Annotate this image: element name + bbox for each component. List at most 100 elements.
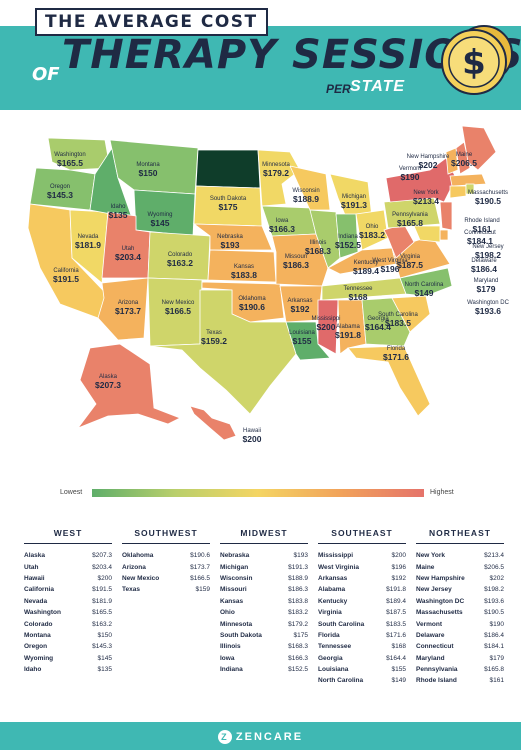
table-row: Tennessee $168 bbox=[318, 641, 406, 652]
map-label-state: Rhode Island bbox=[464, 218, 500, 224]
washington-shape bbox=[47, 137, 111, 171]
row-state: Louisiana bbox=[318, 666, 349, 674]
vermont-shape bbox=[445, 147, 459, 175]
map-label: Missouri $186.3 bbox=[283, 254, 309, 271]
wisconsin-shape bbox=[289, 165, 331, 211]
row-value: $213.4 bbox=[484, 552, 504, 560]
row-value: $191.3 bbox=[288, 563, 308, 571]
row-state: Texas bbox=[122, 586, 140, 594]
map-label-value: $135 bbox=[108, 209, 128, 220]
region-table: NORTHEAST New York $213.4 Maine $206.5 New Ha… bbox=[416, 528, 504, 687]
map-label: Idaho $135 bbox=[109, 204, 128, 221]
map-label-value: $188.9 bbox=[293, 193, 319, 204]
map-label-state: Ohio bbox=[365, 224, 379, 230]
map-label-value: $161 bbox=[472, 223, 492, 234]
map-label-value: $192 bbox=[290, 303, 310, 314]
map-label: Georgia $164.4 bbox=[365, 316, 391, 333]
coin-symbol: $ bbox=[462, 43, 486, 83]
row-state: Wisconsin bbox=[220, 574, 253, 582]
row-value: $189.4 bbox=[386, 597, 406, 605]
row-state: Kansas bbox=[220, 597, 244, 605]
row-state: New York bbox=[416, 552, 446, 560]
south-carolina-shape bbox=[391, 295, 431, 333]
table-row: Wisconsin $188.9 bbox=[220, 573, 308, 584]
table-row: Kentucky $189.4 bbox=[318, 596, 406, 607]
row-value: $173.7 bbox=[190, 563, 210, 571]
map-label: New Jersey $198.2 bbox=[472, 244, 503, 261]
row-state: New Mexico bbox=[122, 574, 160, 582]
table-row: Hawaii $200 bbox=[24, 573, 112, 584]
row-value: $190.6 bbox=[190, 552, 210, 560]
map-label-value: $193.6 bbox=[474, 305, 501, 316]
map-label-state: Washington DC bbox=[467, 300, 509, 306]
map-label-value: $149 bbox=[414, 287, 434, 298]
map-label-state: Arkansas bbox=[287, 298, 313, 304]
row-state: Maine bbox=[416, 563, 435, 571]
table-row: Maine $206.5 bbox=[416, 561, 504, 572]
map-label: Maryland $179 bbox=[474, 278, 499, 295]
map-label: Washington DC $193.6 bbox=[467, 300, 509, 317]
map-label: Kansas $183.8 bbox=[231, 264, 257, 281]
table-row: New York $213.4 bbox=[416, 550, 504, 561]
map-label-state: Idaho bbox=[110, 204, 126, 210]
row-value: $145 bbox=[97, 654, 112, 662]
new-hampshire-shape bbox=[455, 141, 471, 175]
row-state: Georgia bbox=[318, 654, 343, 662]
map-label-state: Vermont bbox=[398, 166, 422, 172]
illinois-shape bbox=[309, 209, 341, 269]
row-state: Rhode Island bbox=[416, 677, 457, 685]
map-label-state: Connecticut bbox=[464, 230, 496, 236]
map-label-value: $183.8 bbox=[231, 269, 257, 280]
map-label-state: Virginia bbox=[400, 254, 420, 260]
row-state: Minnesota bbox=[220, 620, 253, 628]
region-title: SOUTHWEST bbox=[122, 528, 210, 544]
map-label-state: West Virginia bbox=[372, 258, 408, 264]
map-label-state: Wisconsin bbox=[292, 188, 320, 194]
table-row: Alaska $207.3 bbox=[24, 550, 112, 561]
map-label-state: Oklahoma bbox=[238, 296, 266, 302]
row-state: Idaho bbox=[24, 666, 42, 674]
table-row: Massachusetts $190.5 bbox=[416, 607, 504, 618]
row-state: Montana bbox=[24, 631, 51, 639]
row-state: Florida bbox=[318, 631, 340, 639]
table-row: Utah $203.4 bbox=[24, 561, 112, 572]
map-label: Pennsylvania $165.8 bbox=[392, 212, 428, 229]
map-label-value: $191.5 bbox=[53, 273, 79, 284]
idaho-shape bbox=[89, 146, 133, 219]
table-row: Georgia $164.4 bbox=[318, 653, 406, 664]
title-state: STATE bbox=[350, 78, 406, 95]
map-label: Hawaii $200 bbox=[243, 428, 262, 445]
row-state: Arkansas bbox=[318, 574, 348, 582]
map-label: Colorado $163.2 bbox=[167, 252, 193, 269]
row-state: South Dakota bbox=[220, 631, 262, 639]
row-state: North Carolina bbox=[318, 677, 364, 685]
row-value: $179 bbox=[489, 654, 504, 662]
row-state: Maryland bbox=[416, 654, 445, 662]
table-row: Montana $150 bbox=[24, 630, 112, 641]
map-label-state: Nebraska bbox=[217, 234, 243, 240]
row-state: New Jersey bbox=[416, 586, 452, 594]
row-state: Washington bbox=[24, 609, 61, 617]
table-row: Rhode Island $161 bbox=[416, 675, 504, 686]
map-label-state: Maryland bbox=[473, 278, 499, 284]
table-row: Virginia $187.5 bbox=[318, 607, 406, 618]
map-label: Rhode Island $161 bbox=[464, 218, 499, 235]
maine-shape bbox=[461, 125, 497, 171]
table-row: North Carolina $149 bbox=[318, 675, 406, 686]
row-value: $200 bbox=[391, 552, 406, 560]
row-state: Wyoming bbox=[24, 654, 54, 662]
table-row: Florida $171.6 bbox=[318, 630, 406, 641]
map-label-state: Kansas bbox=[233, 264, 254, 270]
map-label-value: $179 bbox=[476, 283, 496, 294]
map-label-value: $173.7 bbox=[115, 305, 141, 316]
row-value: $200 bbox=[97, 574, 112, 582]
map-label-state: Hawaii bbox=[242, 428, 262, 434]
region-title: MIDWEST bbox=[220, 528, 308, 544]
row-value: $179.2 bbox=[288, 620, 308, 628]
map-label-state: Colorado bbox=[167, 252, 193, 258]
map-label-value: $189.4 bbox=[353, 265, 379, 276]
row-state: Alaska bbox=[24, 552, 45, 560]
nebraska-shape bbox=[192, 223, 273, 251]
map-label-state: Washington bbox=[54, 152, 86, 158]
map-label-value: $198.2 bbox=[475, 249, 501, 260]
